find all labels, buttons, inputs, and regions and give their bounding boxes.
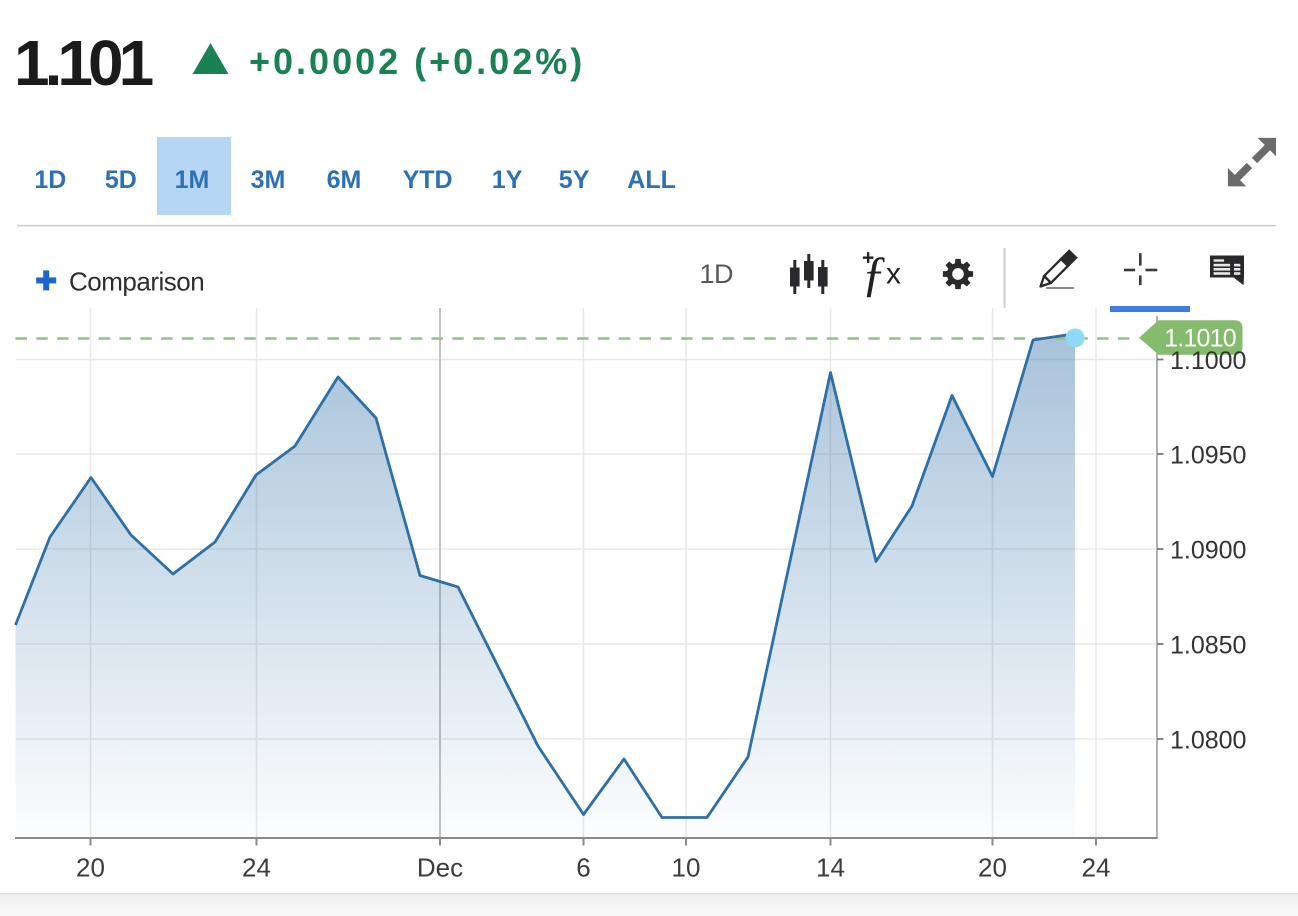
svg-text:1.0800: 1.0800 [1170, 726, 1246, 754]
svg-text:5D: 5D [105, 166, 137, 194]
svg-text:1.0950: 1.0950 [1170, 441, 1246, 469]
svg-text:+: + [862, 247, 874, 270]
svg-text:YTD: YTD [403, 166, 453, 194]
svg-text:24: 24 [1082, 852, 1111, 882]
svg-text:24: 24 [242, 852, 271, 882]
svg-text:20: 20 [978, 852, 1007, 882]
svg-text:x: x [886, 258, 901, 291]
svg-text:1.1000: 1.1000 [1170, 347, 1246, 375]
svg-text:Comparison: Comparison [69, 267, 204, 297]
svg-text:1.1010: 1.1010 [1164, 325, 1236, 353]
svg-text:1Y: 1Y [492, 166, 523, 194]
svg-text:1.101: 1.101 [14, 27, 153, 99]
svg-text:6: 6 [576, 852, 590, 882]
svg-text:1M: 1M [175, 166, 210, 194]
svg-text:14: 14 [816, 852, 845, 882]
svg-text:ƒ: ƒ [862, 245, 887, 301]
svg-text:20: 20 [76, 852, 105, 882]
svg-text:10: 10 [672, 852, 701, 882]
svg-text:1.0850: 1.0850 [1170, 631, 1246, 659]
svg-text:+0.0002 (+0.02%): +0.0002 (+0.02%) [249, 41, 585, 82]
svg-text:Dec: Dec [417, 852, 463, 882]
svg-text:5Y: 5Y [559, 166, 590, 194]
svg-text:6M: 6M [327, 166, 362, 194]
svg-text:ALL: ALL [627, 166, 676, 194]
svg-text:3M: 3M [251, 166, 286, 194]
svg-text:1D: 1D [700, 259, 734, 289]
svg-text:1.0900: 1.0900 [1170, 536, 1246, 564]
svg-text:1D: 1D [34, 166, 66, 194]
